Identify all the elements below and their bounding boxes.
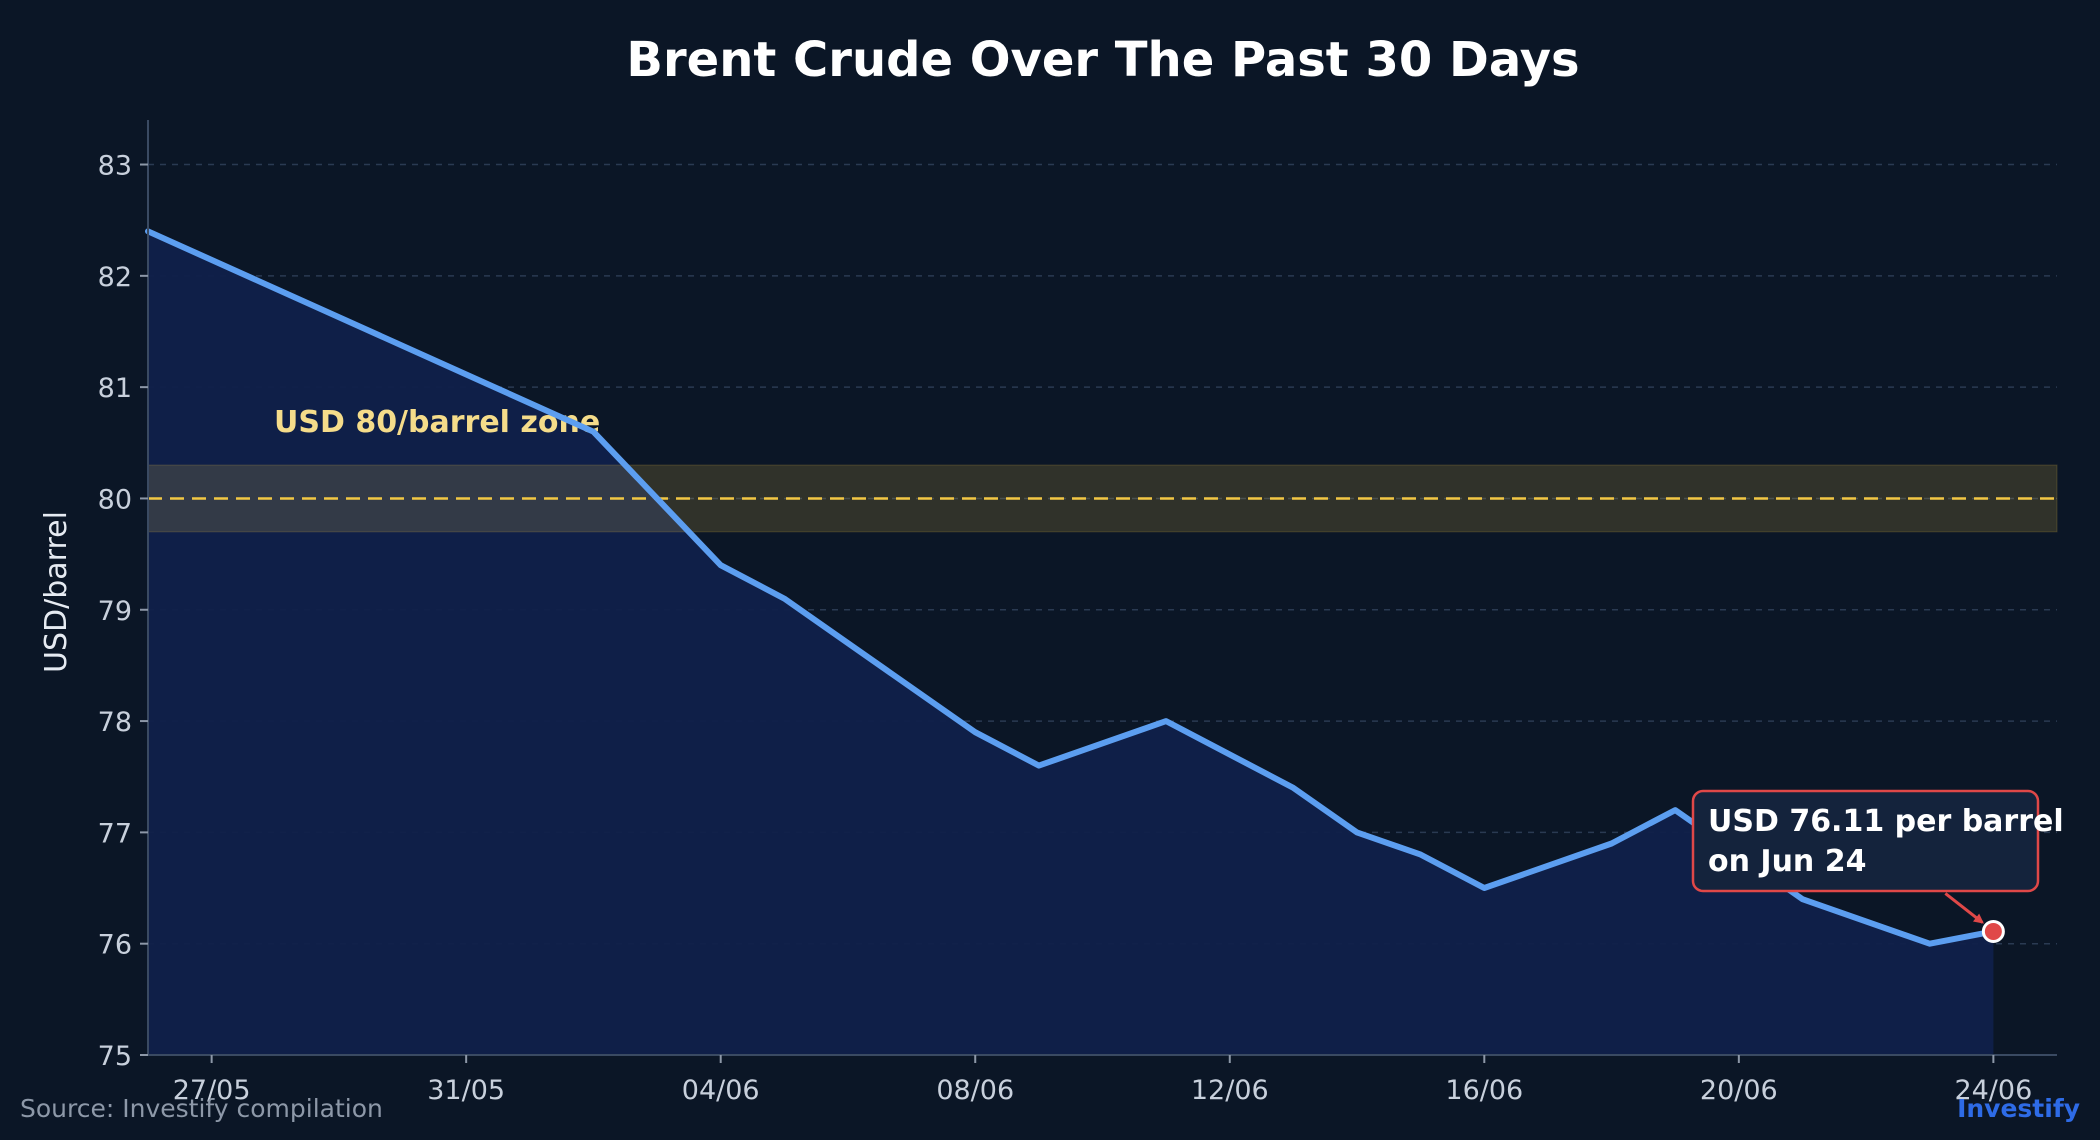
y-tick-label: 78 [98, 707, 132, 738]
x-tick-label: 24/06 [1954, 1075, 2032, 1106]
y-tick-label: 81 [98, 373, 132, 404]
x-tick-label: 12/06 [1191, 1075, 1269, 1106]
x-tick-label: 20/06 [1700, 1075, 1778, 1106]
annotation-text: USD 76.11 per barrel on Jun 24 [1708, 804, 2074, 879]
annotation-box [1691, 789, 2040, 893]
y-axis-label: USD/barrel [39, 511, 74, 673]
x-tick-label: 08/06 [936, 1075, 1014, 1106]
x-axis-ticks: 27/05 31/05 04/06 08/06 12/06 16/06 20/06 24/06 [173, 1055, 2032, 1106]
x-tick-label: 16/06 [1445, 1075, 1523, 1106]
y-tick-label: 75 [98, 1041, 132, 1072]
source-note: Source: Investify compilation [20, 1094, 383, 1123]
y-tick-label: 76 [98, 930, 132, 961]
y-tick-label: 82 [98, 262, 132, 293]
annotation-arrow [1944, 892, 1984, 924]
annotated-point [1981, 919, 2005, 943]
x-tick-label: 31/05 [427, 1075, 505, 1106]
value-annotation: USD 76.11 per barrel on Jun 24 [1691, 789, 2074, 943]
price-area-fill [148, 231, 1994, 1056]
chart-title: Brent Crude Over The Past 30 Days [626, 32, 1579, 88]
y-tick-label: 77 [98, 818, 132, 849]
x-tick-label: 27/05 [173, 1075, 251, 1106]
annotation-line-1: USD 76.11 per barrel [1708, 804, 2064, 839]
brand-label: Investify [1957, 1094, 2080, 1123]
x-tick-label: 04/06 [682, 1075, 760, 1106]
y-tick-label: 79 [98, 596, 132, 627]
annotation-line-2: on Jun 24 [1708, 844, 1866, 879]
y-tick-label: 80 [98, 484, 132, 515]
y-tick-label: 83 [98, 151, 132, 182]
y-axis-ticks: 75 76 77 78 79 80 81 82 83 [98, 151, 148, 1072]
